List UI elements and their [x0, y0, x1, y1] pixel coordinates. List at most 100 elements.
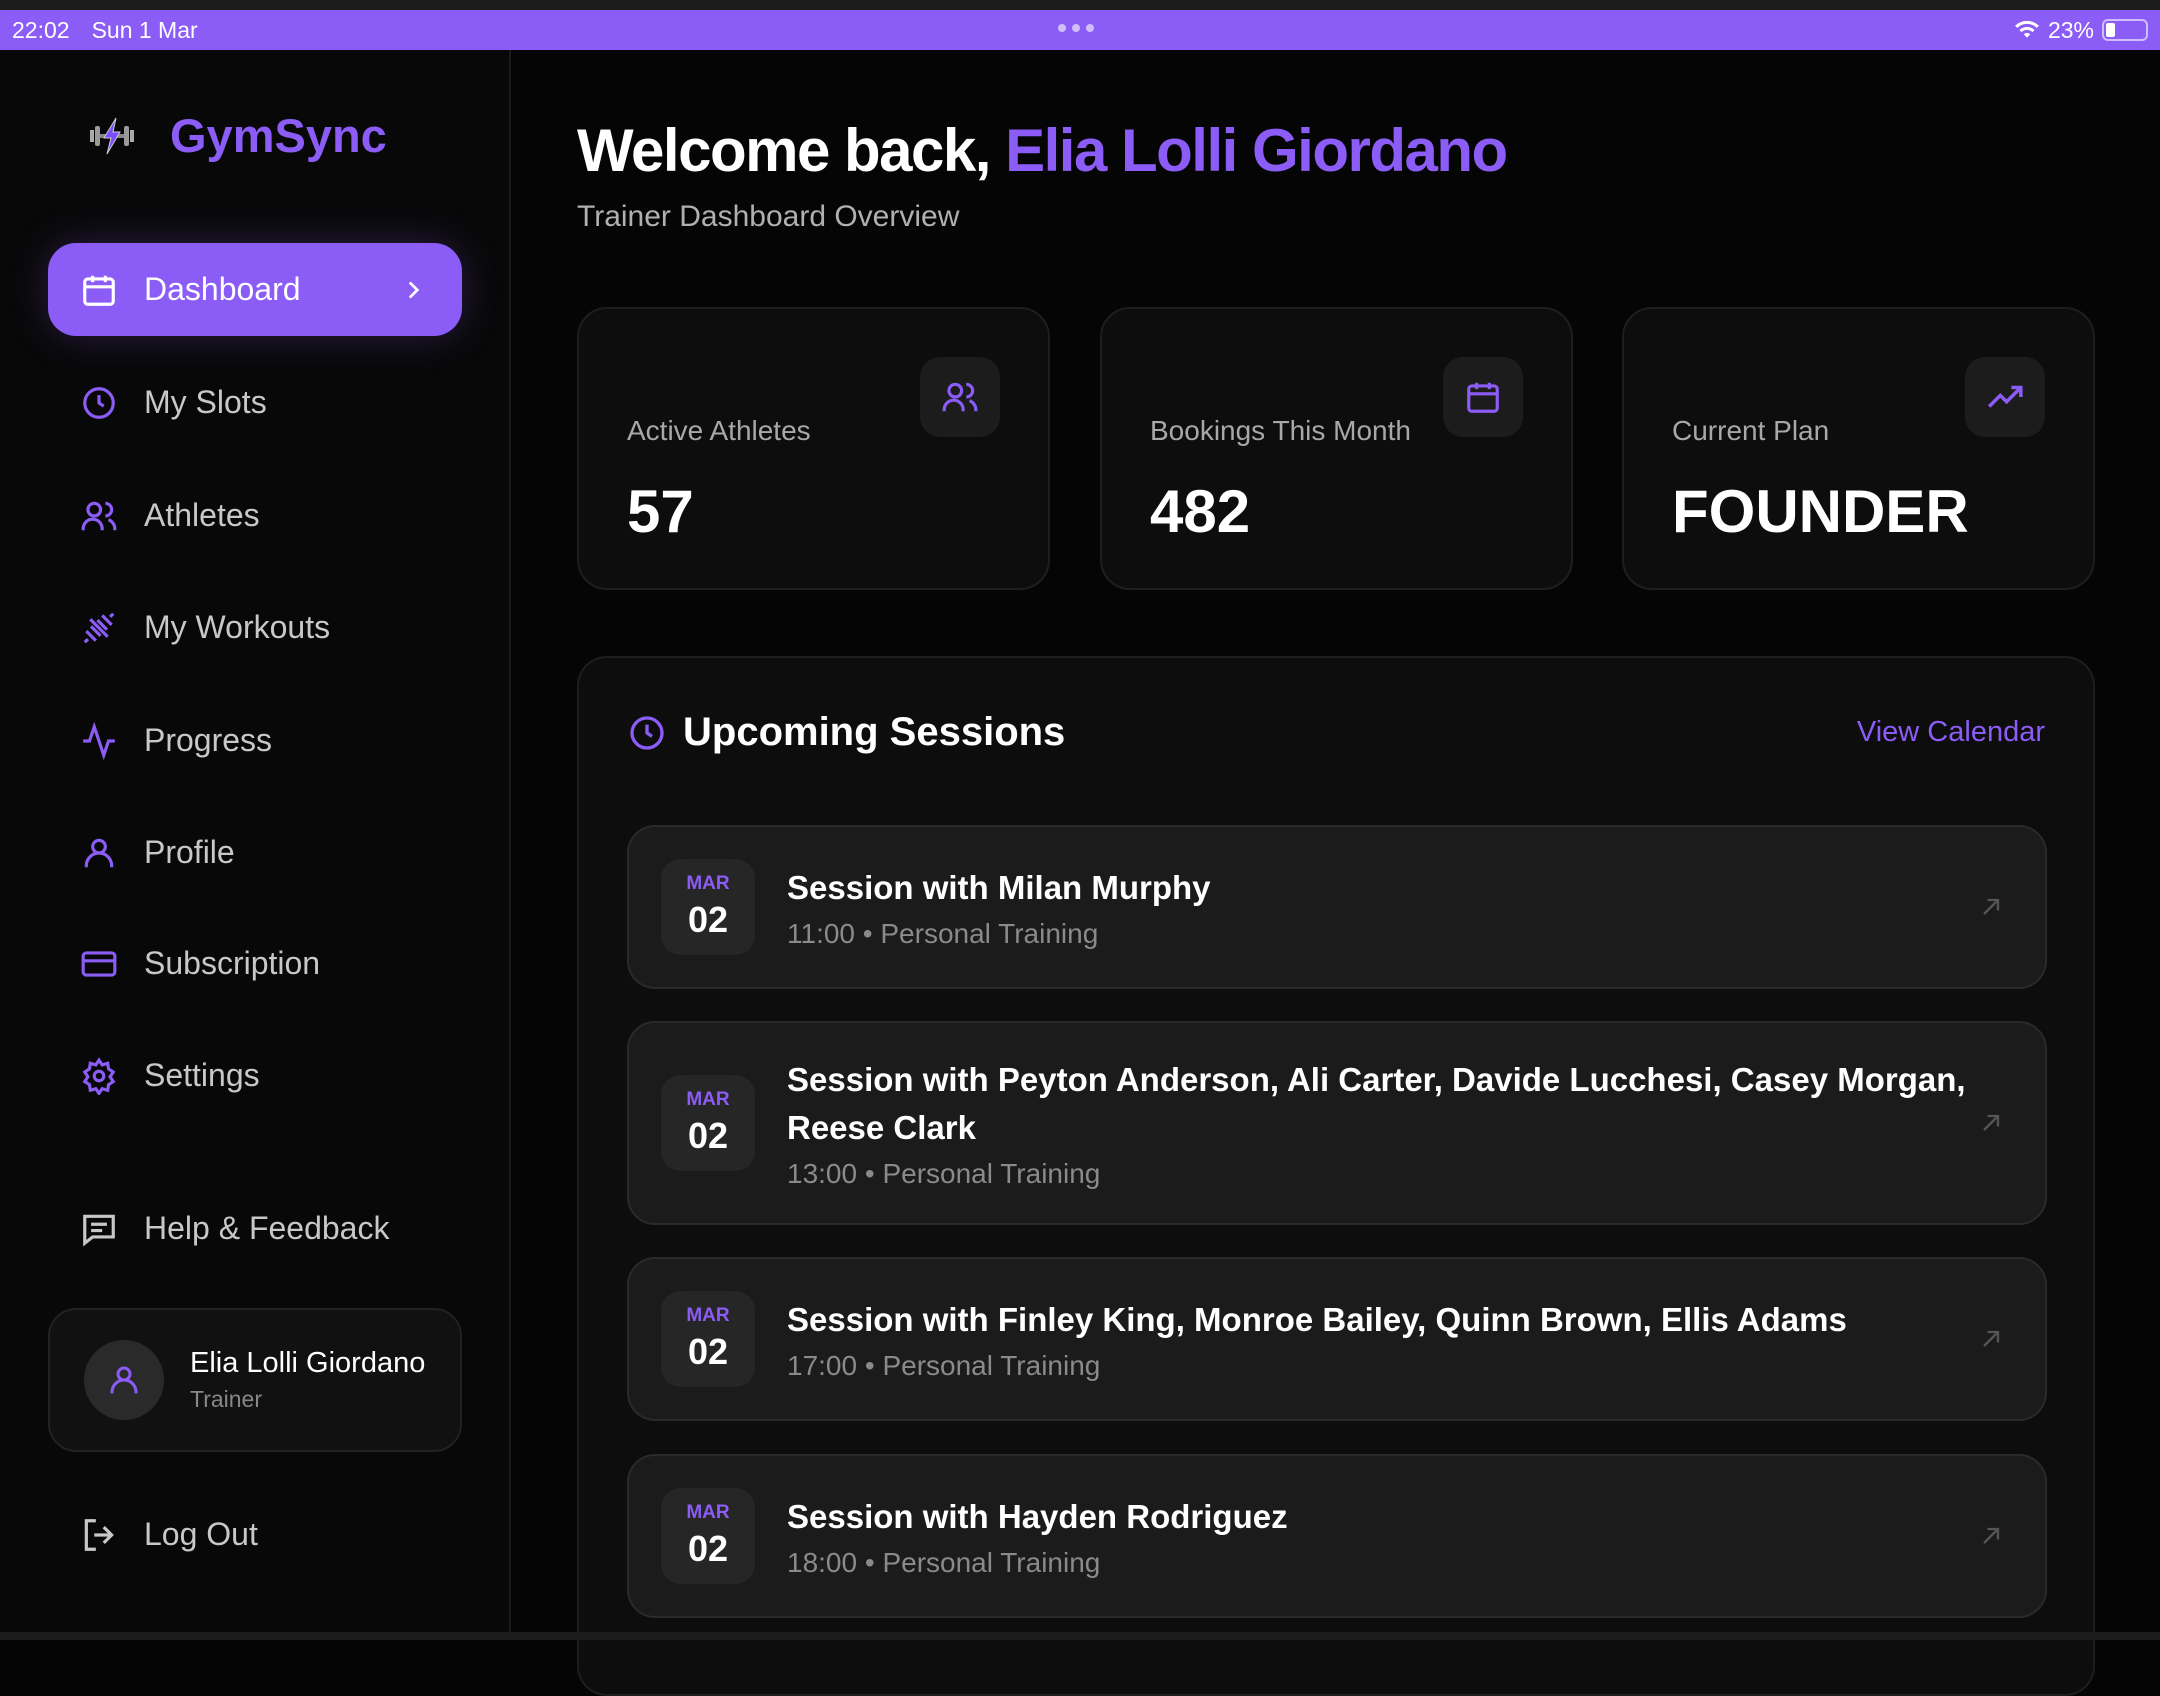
sidebar-item-my-workouts[interactable]: My Workouts: [48, 581, 462, 674]
session-date: MAR 02: [661, 1291, 755, 1387]
session-date: MAR 02: [661, 1488, 755, 1584]
users-icon: [81, 501, 117, 530]
arrow-up-right-icon[interactable]: [1977, 893, 2005, 921]
message-square-icon: [83, 1214, 115, 1247]
page-title: Welcome back, Elia Lolli Giordano: [577, 116, 1508, 185]
session-title: Session with Hayden Rodriguez: [787, 1498, 1288, 1535]
bottom-bezel: [0, 1632, 2160, 1640]
stat-label: Active Athletes: [627, 415, 811, 446]
status-date: Sun 1 Mar: [91, 16, 198, 43]
calendar-icon: [1467, 382, 1499, 413]
activity-icon: [83, 721, 115, 760]
session-day: 02: [687, 1331, 729, 1372]
user-name: Elia Lolli Giordano: [190, 1347, 426, 1379]
chevron-right-icon: [408, 280, 420, 299]
avatar: [84, 1340, 164, 1420]
welcome-user-name: Elia Lolli Giordano: [1005, 117, 1508, 184]
page-subtitle: Trainer Dashboard Overview: [577, 200, 960, 233]
logout-button[interactable]: Log Out: [48, 1488, 462, 1581]
sidebar-item-label: Profile: [144, 834, 235, 870]
session-time: 18:00: [787, 1547, 858, 1578]
logout-icon: [84, 1518, 114, 1551]
sidebar-item-label: Settings: [144, 1057, 260, 1093]
session-date: MAR 02: [661, 1075, 755, 1171]
session-type: Personal Training: [880, 918, 1099, 949]
session-time: 11:00: [787, 918, 855, 949]
user-profile-card[interactable]: Elia Lolli Giordano Trainer: [48, 1308, 462, 1452]
upcoming-sessions-panel: Upcoming Sessions View Calendar MAR 02 Se…: [577, 656, 2095, 1696]
app-name: GymSync: [170, 109, 387, 162]
user-icon: [110, 1366, 138, 1394]
sidebar-item-progress[interactable]: Progress: [48, 694, 462, 787]
arrow-up-right-icon[interactable]: [1977, 1522, 2005, 1550]
app-logo[interactable]: GymSync: [88, 108, 387, 163]
sidebar-item-settings[interactable]: Settings: [48, 1029, 462, 1122]
main-content: Welcome back, Elia Lolli Giordano Traine…: [513, 50, 2160, 1696]
session-title: Session with Finley King, Monroe Bailey,…: [787, 1301, 1847, 1338]
status-bar: 22:02 Sun 1 Mar 23%: [0, 10, 2160, 50]
user-icon: [84, 838, 114, 867]
stat-value: 482: [1150, 478, 1251, 545]
section-title: Upcoming Sessions: [683, 710, 1066, 754]
calendar-icon: [83, 275, 115, 306]
session-row[interactable]: MAR 02 Session with Milan Murphy 11:00 • …: [627, 825, 2047, 989]
stat-value: 57: [627, 478, 694, 545]
session-type: Personal Training: [882, 1158, 1101, 1189]
clock-icon: [630, 715, 664, 750]
sidebar-item-label: Progress: [144, 722, 273, 758]
sidebar-item-help-feedback[interactable]: Help & Feedback: [48, 1182, 462, 1275]
arrow-up-right-icon[interactable]: [1977, 1109, 2005, 1137]
session-month: MAR: [686, 873, 730, 894]
session-month: MAR: [686, 1089, 730, 1110]
wifi-icon: [2015, 20, 2039, 38]
sidebar-item-label: Subscription: [144, 945, 321, 981]
session-type: Personal Training: [882, 1547, 1101, 1578]
multitasking-dots-icon[interactable]: [1058, 24, 1094, 32]
stat-label: Bookings This Month: [1150, 415, 1411, 446]
status-time: 22:02: [12, 16, 70, 43]
session-type: Personal Training: [882, 1350, 1101, 1381]
sidebar-item-dashboard[interactable]: Dashboard: [48, 243, 462, 336]
stat-label: Current Plan: [1672, 415, 1830, 446]
session-date: MAR 02: [661, 859, 755, 955]
sidebar-item-label: My Slots: [144, 384, 267, 420]
arrow-up-right-icon[interactable]: [1977, 1325, 2005, 1353]
sidebar-item-my-slots[interactable]: My Slots: [48, 356, 462, 449]
stat-value: FOUNDER: [1672, 478, 1969, 545]
stat-card-active-athletes: Active Athletes 57: [577, 307, 1050, 590]
sidebar-item-athletes[interactable]: Athletes: [48, 469, 462, 562]
session-month: MAR: [686, 1502, 730, 1523]
user-role: Trainer: [190, 1386, 262, 1412]
welcome-text: Welcome back,: [577, 117, 991, 184]
top-bezel: [0, 0, 2160, 10]
logout-label: Log Out: [144, 1516, 258, 1552]
session-row[interactable]: MAR 02 Session with Peyton Anderson, Ali …: [627, 1021, 2047, 1225]
view-calendar-link[interactable]: View Calendar: [1856, 716, 2045, 748]
sidebar-item-label: My Workouts: [144, 609, 331, 645]
session-time: 13:00: [787, 1158, 858, 1189]
battery-icon: [2102, 19, 2148, 41]
battery-percent: 23%: [2047, 16, 2094, 43]
session-month: MAR: [686, 1305, 730, 1326]
sidebar-item-subscription[interactable]: Subscription: [48, 917, 462, 1010]
clock-icon: [83, 386, 115, 419]
session-row[interactable]: MAR 02 Session with Hayden Rodriguez 18:0…: [627, 1454, 2047, 1618]
session-title: Session with Peyton Anderson, Ali Carter…: [787, 1061, 1966, 1146]
trending-up-icon: [1987, 385, 2023, 408]
session-time: 17:00: [787, 1350, 858, 1381]
sidebar: GymSync Dashboard My Slots Athletes My W…: [0, 50, 511, 1632]
sidebar-item-profile[interactable]: Profile: [48, 806, 462, 899]
gear-icon: [82, 1056, 116, 1095]
dumbbell-icon: [83, 612, 115, 643]
session-title: Session with Milan Murphy: [787, 869, 1211, 906]
sidebar-item-label: Help & Feedback: [144, 1210, 390, 1246]
sidebar-item-label: Dashboard: [144, 271, 301, 307]
credit-card-icon: [81, 950, 117, 977]
session-row[interactable]: MAR 02 Session with Finley King, Monroe B…: [627, 1257, 2047, 1421]
session-day: 02: [687, 1528, 729, 1569]
sidebar-item-label: Athletes: [144, 497, 260, 533]
session-day: 02: [687, 899, 729, 940]
stat-card-current-plan: Current Plan FOUNDER: [1622, 307, 2095, 590]
users-icon: [942, 382, 978, 412]
dumbbell-bolt-logo-icon: [90, 117, 134, 154]
